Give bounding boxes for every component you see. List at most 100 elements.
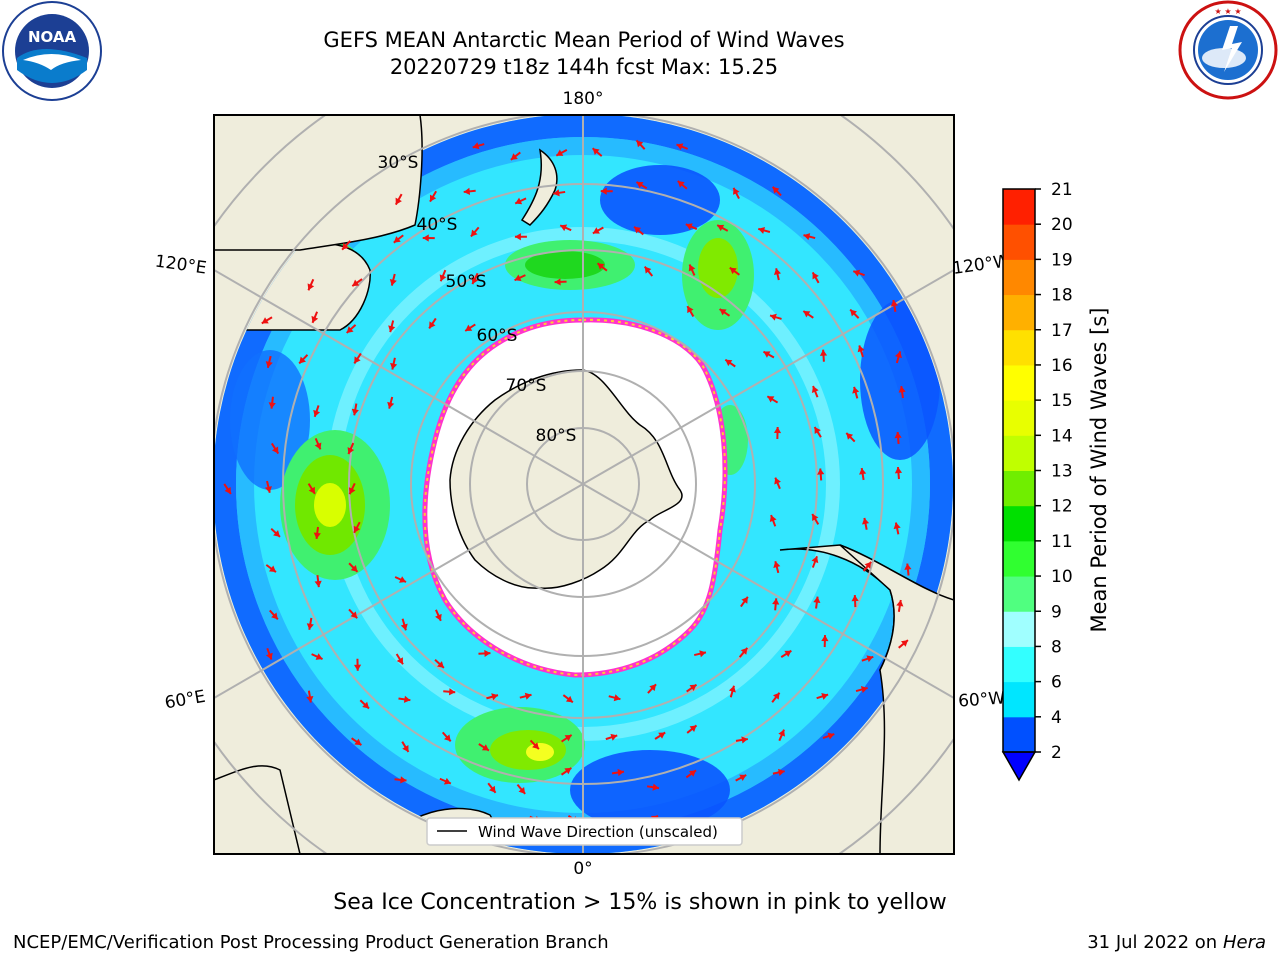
- wave-direction-arrowhead: [811, 386, 819, 393]
- parallel-label-60s: 60°S: [477, 326, 518, 346]
- australia-outer: [214, 115, 423, 251]
- wave-direction-arrowhead: [554, 278, 561, 286]
- wave-direction-arrowhead: [556, 149, 564, 156]
- wave-direction-arrowhead: [439, 274, 447, 282]
- wave-direction-arrowhead: [725, 359, 733, 367]
- colorbar-tick-label: 11: [1051, 532, 1073, 552]
- wave-direction-arrowhead: [901, 640, 908, 647]
- wave-direction-arrowhead: [481, 744, 489, 751]
- map-frame: [213, 114, 955, 855]
- wave-direction-arrowhead: [489, 785, 496, 793]
- wave-direction-arrowhead: [685, 223, 693, 230]
- wave-direction-arrowhead: [265, 652, 273, 660]
- wave-direction-arrowhead: [859, 468, 867, 475]
- colorbar-tick-label: 15: [1051, 391, 1073, 411]
- wave-direction-arrowhead: [740, 647, 748, 655]
- wave-direction-arrowhead: [399, 576, 407, 583]
- wave-direction-arrowhead: [400, 623, 408, 631]
- wave-direction-arrowhead: [362, 701, 370, 709]
- wave-direction-arrowhead: [429, 194, 437, 202]
- wave-direction-arrowhead: [773, 268, 782, 275]
- wave-direction-arrowhead: [613, 694, 621, 702]
- wave-direction-arrowhead: [444, 734, 451, 742]
- footer-credit: NCEP/EMC/Verification Post Processing Pr…: [13, 932, 609, 953]
- wave-direction-arrowhead: [268, 565, 276, 573]
- parallel-label-70s: 70°S: [506, 376, 547, 396]
- wave-direction-arrowhead: [342, 242, 349, 250]
- wave-direction-arrowhead: [422, 234, 429, 242]
- wave-direction-arrowhead: [311, 315, 319, 323]
- colorbar-tick-label: 10: [1051, 567, 1073, 587]
- map-subtitle: 20220729 t18z 144h fcst Max: 15.25: [389, 55, 779, 79]
- wave-direction-arrowhead: [610, 733, 618, 741]
- wave-direction-arrowhead: [307, 283, 315, 291]
- wave-direction-arrowhead: [890, 300, 898, 307]
- meridian-label-60w: 60°W: [958, 688, 1006, 711]
- wave-direction-arrowhead: [268, 402, 276, 409]
- parallel-label-80s: 80°S: [536, 426, 577, 446]
- wave-direction-arrowhead: [592, 227, 600, 234]
- wave-direction-arrowhead: [463, 187, 471, 195]
- svg-text:★ ★ ★: ★ ★ ★: [1214, 7, 1241, 16]
- wave-direction-arrowhead: [346, 326, 354, 333]
- noaa-logo-text: NOAA: [28, 28, 77, 46]
- wave-direction-arrowhead: [778, 768, 785, 776]
- colorbar-tick-label: 21: [1051, 180, 1073, 200]
- wave-direction-arrowhead: [354, 356, 361, 364]
- parallel-label-30s: 30°S: [378, 153, 419, 173]
- long-period-region-southeast-pacific: [682, 220, 754, 330]
- wave-direction-arrowhead: [308, 486, 315, 494]
- wave-direction-arrowhead: [388, 325, 396, 333]
- colorbar-segment: [1003, 329, 1035, 366]
- colorbar-segment: [1003, 681, 1035, 718]
- wave-direction-arrowhead: [814, 426, 821, 434]
- colorbar-tick-label: 19: [1051, 250, 1073, 270]
- wave-direction-arrowhead: [617, 768, 624, 777]
- wave-direction-arrowhead: [314, 442, 322, 450]
- wave-direction-arrowhead: [403, 695, 411, 703]
- wave-direction-arrowhead: [644, 266, 652, 274]
- colorbar-segment: [1003, 224, 1035, 260]
- wave-direction-arrowhead: [353, 525, 361, 533]
- colorbar-segment: [1003, 646, 1035, 683]
- colorbar-tick-label: 8: [1051, 637, 1062, 657]
- wave-direction-arrowhead: [390, 362, 398, 370]
- wave-direction-arrowhead: [429, 321, 436, 329]
- wave-direction-arrowhead: [472, 142, 480, 150]
- long-period-region-indian-ocean: [280, 430, 390, 580]
- wave-direction-arrowhead: [347, 447, 355, 455]
- legend-label: Wind Wave Direction (unscaled): [478, 823, 718, 841]
- wave-direction-arrowhead: [560, 224, 568, 232]
- wave-direction-arrowhead: [600, 187, 607, 195]
- wave-direction-arrowhead: [351, 408, 359, 416]
- colorbar-tick-label: 6: [1051, 673, 1062, 693]
- noaa-logo: NOAA: [2, 1, 102, 101]
- wave-direction-arrowhead: [565, 695, 573, 703]
- colorbar-segment: [1003, 611, 1035, 647]
- wave-direction-arrowhead: [772, 186, 780, 194]
- wave-direction-arrowhead: [772, 598, 780, 605]
- wave-direction-arrowhead: [689, 725, 697, 732]
- wave-direction-arrowhead: [658, 732, 666, 739]
- footer-date: 31 Jul 2022 on Hera: [1087, 932, 1266, 953]
- wave-direction-arrowhead: [265, 361, 273, 368]
- wave-direction-arrowhead: [773, 427, 782, 434]
- colorbar-tick-label: 20: [1051, 215, 1073, 235]
- wave-direction-arrowhead: [636, 182, 644, 189]
- wave-direction-arrowhead: [299, 356, 306, 364]
- colorbar-tick-label: 17: [1051, 321, 1073, 341]
- wave-direction-arrowhead: [352, 279, 360, 287]
- wave-direction-arrowhead: [510, 153, 518, 160]
- wave-direction-arrowhead: [758, 226, 766, 234]
- meridian-label-0: 0°: [573, 859, 592, 879]
- colorbar-tick-label: 18: [1051, 286, 1073, 306]
- wave-direction-arrowhead: [435, 613, 442, 621]
- wave-direction-arrowhead: [812, 272, 819, 280]
- wave-direction-arrowhead: [739, 774, 747, 781]
- wave-direction-arrowhead: [443, 777, 451, 785]
- wave-direction-arrowhead: [470, 229, 478, 237]
- colorbar-tick-label: 14: [1051, 426, 1073, 446]
- wave-direction-arrowhead: [853, 269, 861, 277]
- wave-direction-arrowhead: [827, 732, 835, 740]
